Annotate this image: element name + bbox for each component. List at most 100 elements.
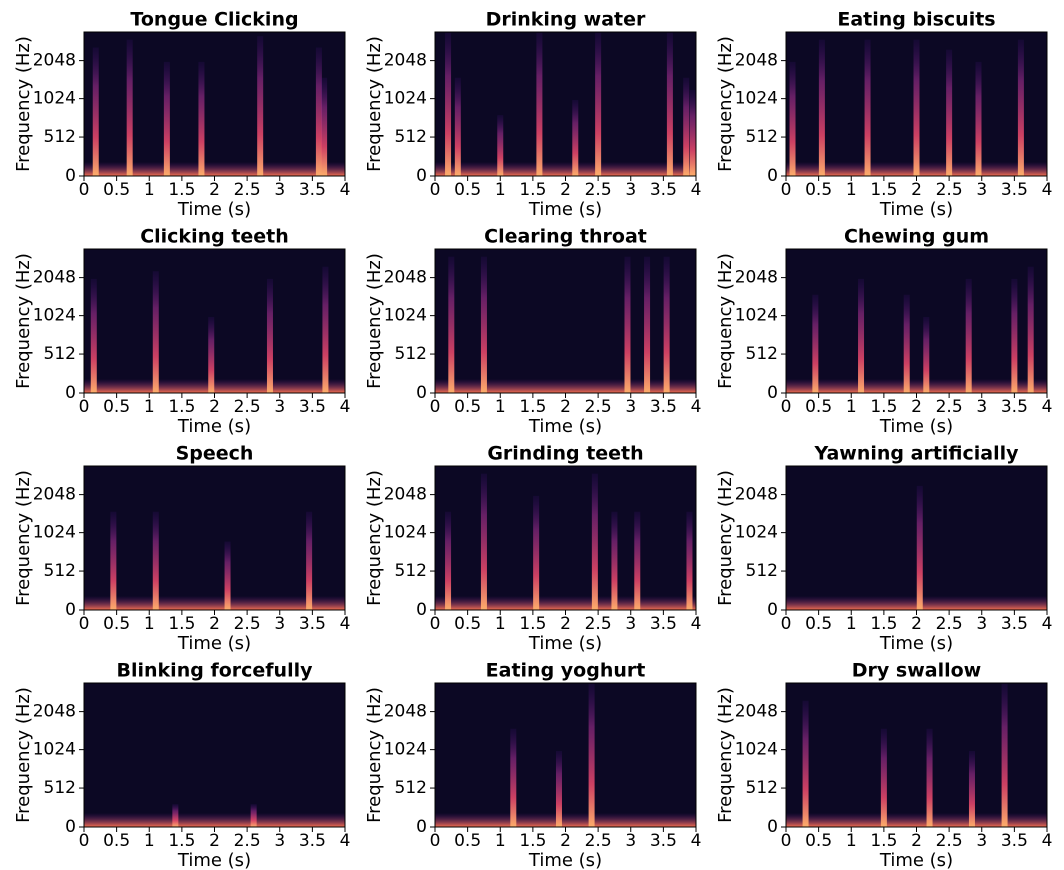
burst (555, 750, 562, 827)
burst (926, 728, 933, 827)
y-axis-label: Frequency (Hz) (13, 687, 34, 823)
burst (1027, 266, 1034, 393)
x-tick-label: 1.5 (519, 397, 546, 417)
y-tick-label: 512 (44, 778, 76, 798)
x-tick-label: 0.5 (103, 831, 130, 851)
x-tick-label: 3.5 (299, 831, 326, 851)
burst (634, 511, 641, 610)
x-tick-label: 1 (144, 180, 155, 200)
x-tick-label: 1 (846, 180, 857, 200)
x-tick-label: 4 (691, 831, 702, 851)
y-tick-label: 1024 (384, 740, 427, 760)
y-tick-label: 512 (746, 344, 778, 364)
x-tick-label: 0 (430, 831, 441, 851)
noise-floor (786, 379, 1047, 393)
x-tick-label: 3 (976, 180, 987, 200)
x-tick-label: 0.5 (805, 831, 832, 851)
x-tick-label: 3.5 (299, 614, 326, 634)
x-tick-label: 2 (560, 397, 571, 417)
burst (306, 511, 313, 610)
x-tick-label: 1 (846, 397, 857, 417)
y-tick-label: 1024 (735, 306, 778, 326)
x-tick-label: 0 (430, 397, 441, 417)
x-tick-label: 1.5 (870, 831, 897, 851)
x-axis-label: Time (s) (528, 633, 602, 654)
y-tick-label: 0 (416, 817, 427, 837)
x-tick-label: 2 (911, 397, 922, 417)
x-tick-label: 3 (274, 614, 285, 634)
x-tick-label: 4 (340, 831, 351, 851)
y-tick-label: 1024 (384, 89, 427, 109)
x-tick-label: 1.5 (870, 180, 897, 200)
x-tick-label: 2.5 (585, 831, 612, 851)
y-tick-label: 0 (767, 166, 778, 186)
x-tick-label: 1 (144, 831, 155, 851)
x-tick-label: 1 (495, 831, 506, 851)
x-tick-label: 3 (976, 831, 987, 851)
noise-floor (786, 596, 1047, 610)
x-tick-label: 0 (79, 180, 90, 200)
burst (257, 36, 264, 177)
x-axis-label: Time (s) (177, 850, 251, 870)
x-tick-label: 0 (430, 614, 441, 634)
x-tick-label: 3 (625, 180, 636, 200)
x-tick-label: 2 (560, 614, 571, 634)
y-tick-label: 1024 (735, 89, 778, 109)
burst (480, 473, 487, 610)
x-tick-label: 3.5 (1001, 614, 1028, 634)
y-axis-label: Frequency (Hz) (364, 687, 385, 823)
x-tick-label: 1.5 (519, 614, 546, 634)
x-tick-label: 3.5 (650, 614, 677, 634)
noise-floor (435, 162, 696, 176)
y-tick-label: 2048 (384, 51, 427, 71)
burst (152, 271, 159, 393)
x-tick-label: 0.5 (103, 180, 130, 200)
plot-background (84, 249, 345, 393)
plot-background (435, 683, 696, 827)
x-tick-label: 4 (691, 180, 702, 200)
x-tick-label: 0.5 (103, 614, 130, 634)
panel-title: Tongue Clicking (130, 9, 298, 31)
x-tick-label: 1 (846, 831, 857, 851)
x-axis-label: Time (s) (177, 416, 251, 437)
burst (172, 804, 179, 827)
x-tick-label: 2 (911, 831, 922, 851)
x-tick-label: 3 (976, 397, 987, 417)
burst (266, 278, 273, 393)
x-axis-label: Time (s) (528, 850, 602, 870)
burst (322, 266, 329, 393)
y-tick-label: 2048 (735, 51, 778, 71)
x-tick-label: 3.5 (650, 831, 677, 851)
x-tick-label: 1 (846, 614, 857, 634)
x-tick-label: 1.5 (519, 180, 546, 200)
burst (224, 541, 231, 610)
x-tick-label: 3 (625, 831, 636, 851)
y-axis-label: Frequency (Hz) (715, 253, 736, 389)
y-tick-label: 2048 (384, 485, 427, 505)
x-tick-label: 3 (625, 614, 636, 634)
x-tick-label: 2.5 (936, 614, 963, 634)
x-tick-label: 1.5 (168, 180, 195, 200)
x-tick-label: 1.5 (519, 831, 546, 851)
x-tick-label: 0.5 (103, 397, 130, 417)
burst (497, 115, 504, 176)
noise-floor (84, 162, 345, 176)
burst (864, 39, 871, 176)
panel-title: Blinking forcefully (117, 660, 314, 682)
y-tick-label: 2048 (384, 702, 427, 722)
burst (152, 511, 159, 610)
y-tick-label: 512 (44, 127, 76, 147)
x-axis-label: Time (s) (528, 416, 602, 437)
y-tick-label: 0 (65, 166, 76, 186)
y-tick-label: 512 (746, 127, 778, 147)
noise-floor (435, 813, 696, 827)
x-tick-label: 0 (781, 397, 792, 417)
y-tick-label: 1024 (33, 89, 76, 109)
burst (946, 49, 953, 177)
y-axis-label: Frequency (Hz) (364, 470, 385, 606)
panel-title: Clicking teeth (140, 226, 289, 248)
burst (198, 61, 205, 176)
burst (92, 47, 99, 176)
burst (454, 77, 461, 176)
